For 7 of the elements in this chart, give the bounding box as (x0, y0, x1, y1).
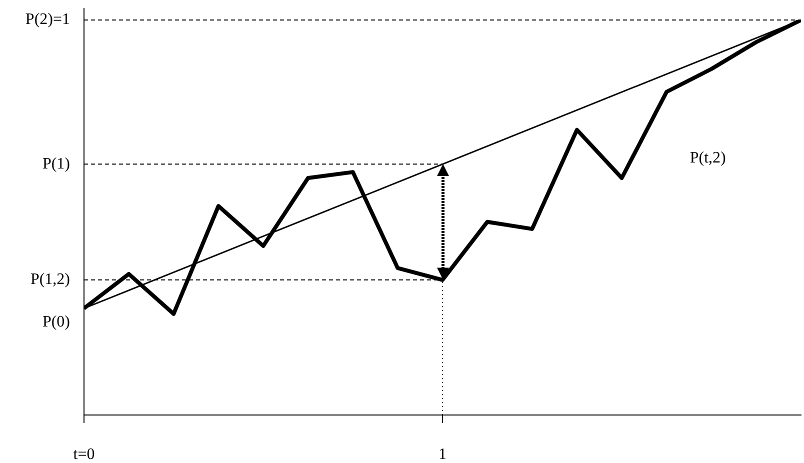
annotation: P(0) (42, 314, 70, 331)
x-tick-label: 1 (438, 446, 446, 463)
ref-line-label: P(2)=1 (25, 11, 70, 28)
ref-line-label: P(1) (42, 155, 70, 172)
annotation: P(t,2) (690, 149, 726, 166)
x-tick-label: t=0 (73, 446, 95, 463)
ref-line-label: P(1,2) (30, 271, 70, 288)
